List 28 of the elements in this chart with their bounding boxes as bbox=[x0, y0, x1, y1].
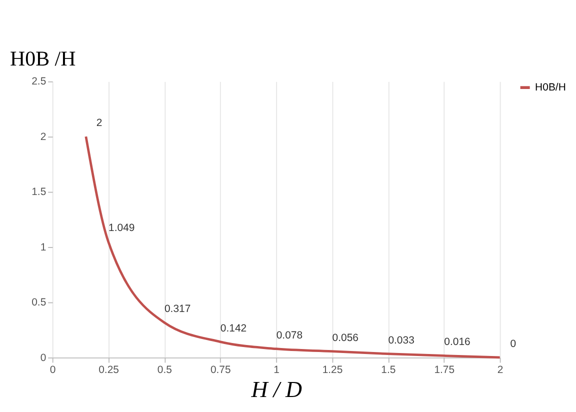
x-tick-label: 2 bbox=[497, 365, 504, 376]
data-label: 0.033 bbox=[388, 335, 415, 346]
y-tick-label: 1 bbox=[40, 242, 46, 254]
y-tick-label: 2 bbox=[40, 132, 46, 143]
data-label: 0.142 bbox=[220, 323, 247, 334]
legend-label: H0B/H bbox=[535, 82, 566, 94]
x-axis-title: H / D bbox=[250, 376, 302, 402]
x-tick-label: 1.75 bbox=[434, 365, 455, 376]
x-tick-label: 1.5 bbox=[381, 365, 396, 376]
x-tick-label: 0.5 bbox=[157, 365, 172, 376]
x-tick-label: 0.75 bbox=[210, 365, 231, 376]
data-label: 0.078 bbox=[276, 330, 303, 342]
data-label: 1.049 bbox=[108, 223, 135, 234]
y-tick-label: 1.5 bbox=[32, 187, 46, 198]
x-tick-label: 1.25 bbox=[322, 365, 343, 376]
data-label: 0 bbox=[510, 339, 516, 350]
data-label: 0.317 bbox=[164, 304, 191, 315]
y-tick-label: 0.5 bbox=[32, 298, 46, 309]
y-axis-title: H0B /H bbox=[10, 46, 76, 71]
y-tick-label: 0 bbox=[40, 352, 46, 364]
x-tick-label: 1 bbox=[274, 365, 280, 376]
data-label: 2 bbox=[96, 118, 102, 130]
x-tick-label: 0.25 bbox=[98, 365, 120, 376]
line-series bbox=[84, 135, 502, 359]
x-tick-label: 0 bbox=[50, 365, 56, 376]
data-label: 0.016 bbox=[444, 337, 471, 348]
y-tick-label: 2.5 bbox=[32, 76, 46, 88]
data-label: 0.056 bbox=[332, 332, 359, 344]
